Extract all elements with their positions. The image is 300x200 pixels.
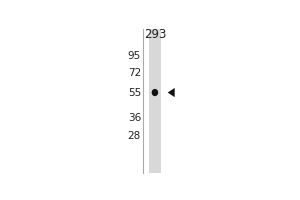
Polygon shape (168, 88, 175, 97)
Text: 28: 28 (128, 131, 141, 141)
Text: 293: 293 (144, 28, 166, 41)
Text: 95: 95 (128, 51, 141, 61)
Text: 72: 72 (128, 68, 141, 78)
Text: 55: 55 (128, 88, 141, 98)
Bar (148, 29, 161, 173)
Text: 36: 36 (128, 113, 141, 123)
Ellipse shape (152, 90, 158, 95)
